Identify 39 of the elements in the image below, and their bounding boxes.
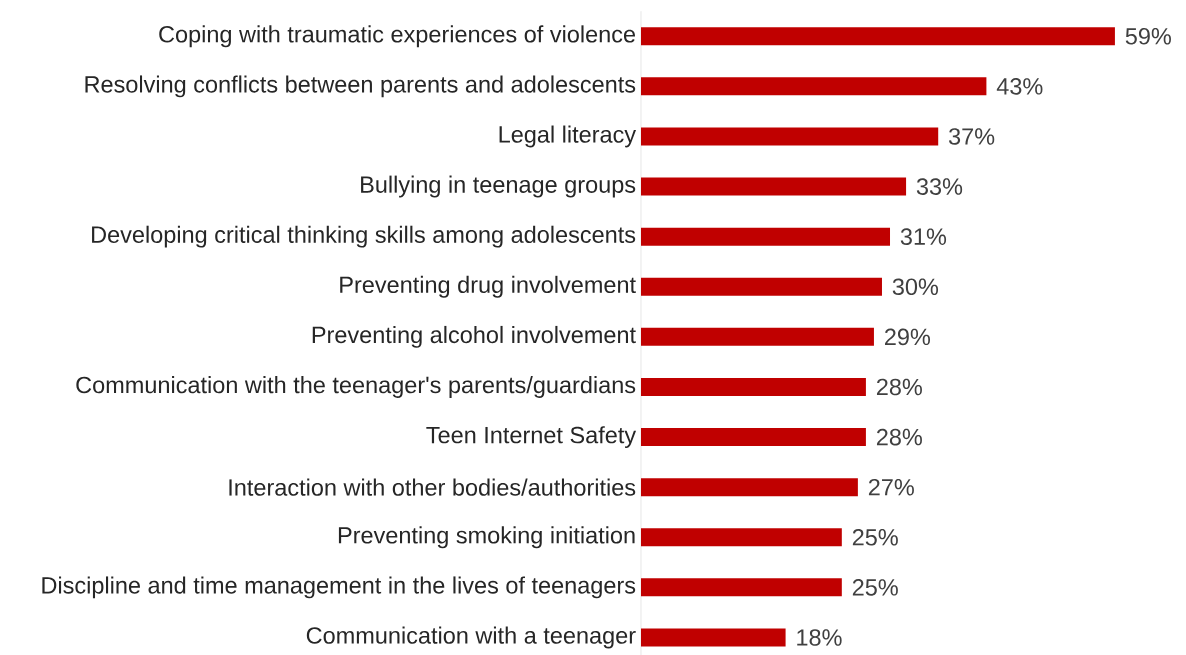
bar: [641, 327, 874, 346]
data-label: 30%: [892, 278, 939, 296]
data-label: 29%: [885, 328, 931, 346]
y-tick-label: Coping with traumatic experiences of violence: [159, 25, 636, 48]
data-label: 33%: [916, 178, 963, 195]
bar: [641, 478, 858, 497]
y-tick-label: Communication with the teenager's parents/guardians: [76, 376, 636, 398]
data-label: 25%: [852, 528, 898, 546]
y-tick-label: Teen Internet Safety: [426, 426, 637, 449]
data-label: 27%: [868, 478, 914, 496]
y-tick-label: Resolving conflicts between parents and adolescents: [85, 75, 636, 98]
y-tick-label: Preventing alcohol involvement: [312, 325, 636, 348]
y-tick-label: Discipline and time management in the lives of teenagers: [42, 576, 636, 599]
y-tick-label: Legal literacy: [499, 125, 637, 148]
bar: [641, 377, 866, 396]
bar: [641, 27, 1115, 46]
bar: [641, 428, 866, 447]
data-label: 31%: [900, 228, 947, 245]
data-label: 28%: [876, 428, 922, 446]
data-label: 59%: [1125, 27, 1171, 45]
data-label: 37%: [948, 128, 995, 145]
y-tick-label: Developing critical thinking skills among adolescents: [92, 225, 636, 248]
bar: [641, 127, 939, 146]
bar: [641, 227, 891, 246]
y-tick-label: Interaction with other bodies/authorities: [229, 478, 636, 496]
bar: [641, 628, 786, 647]
bar: [641, 77, 987, 96]
bar: [641, 177, 907, 196]
y-tick-label: Preventing drug involvement: [340, 275, 636, 298]
bar: [641, 528, 842, 547]
data-label: 28%: [876, 378, 922, 396]
y-tick-label: Communication with a teenager: [306, 626, 636, 649]
bar: [641, 277, 882, 296]
data-label: 25%: [852, 579, 898, 596]
y-tick-label: Bullying in teenage groups: [361, 175, 636, 198]
bar: [641, 578, 842, 597]
data-label: 43%: [996, 78, 1043, 95]
data-label: 18%: [797, 629, 842, 646]
y-tick-label: Preventing smoking initiation: [338, 526, 635, 549]
